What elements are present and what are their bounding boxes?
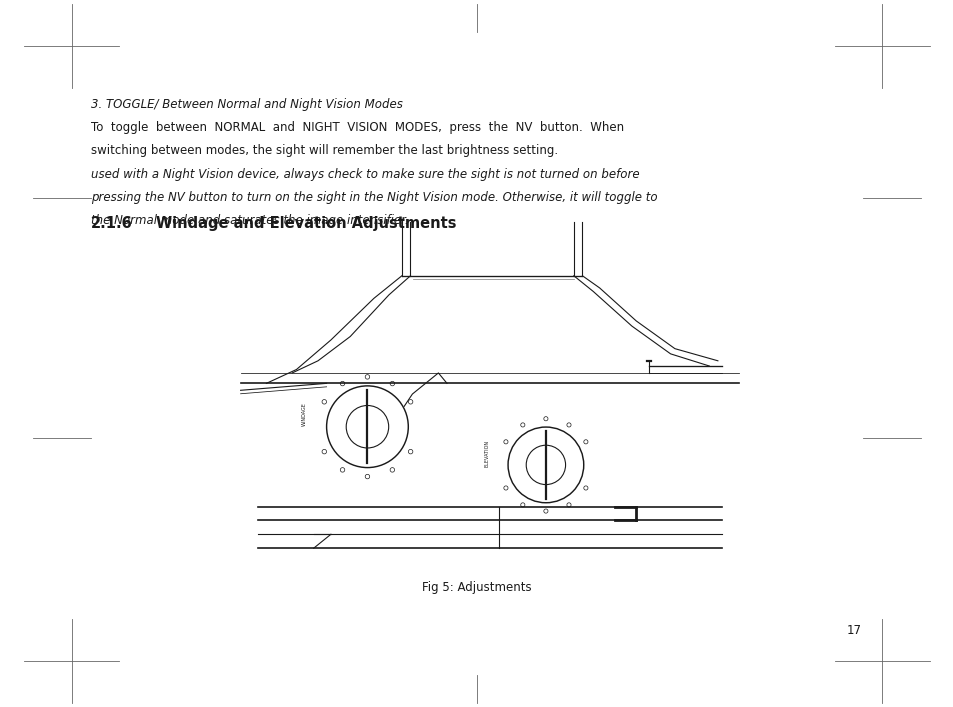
Text: pressing the NV button to turn on the sight in the Night Vision mode. Otherwise,: pressing the NV button to turn on the si… xyxy=(91,191,657,204)
Text: Windage and Elevation Adjustments: Windage and Elevation Adjustments xyxy=(155,216,456,230)
Text: 2.1.6: 2.1.6 xyxy=(91,216,132,230)
Text: 17: 17 xyxy=(845,624,861,636)
Text: used with a Night Vision device, always check to make sure the sight is not turn: used with a Night Vision device, always … xyxy=(91,168,639,180)
Text: WINDAGE: WINDAGE xyxy=(301,402,306,426)
Text: switching between modes, the sight will remember the last brightness setting.: switching between modes, the sight will … xyxy=(91,144,561,157)
Text: 3. TOGGLE/ Between Normal and Night Vision Modes: 3. TOGGLE/ Between Normal and Night Visi… xyxy=(91,98,402,110)
Text: the Normal mode and saturates the image intensifier.: the Normal mode and saturates the image … xyxy=(91,214,408,227)
Text: To  toggle  between  NORMAL  and  NIGHT  VISION  MODES,  press  the  NV  button.: To toggle between NORMAL and NIGHT VISIO… xyxy=(91,121,623,134)
Text: ELEVATION: ELEVATION xyxy=(484,440,489,467)
Text: Fig 5: Adjustments: Fig 5: Adjustments xyxy=(422,581,531,594)
